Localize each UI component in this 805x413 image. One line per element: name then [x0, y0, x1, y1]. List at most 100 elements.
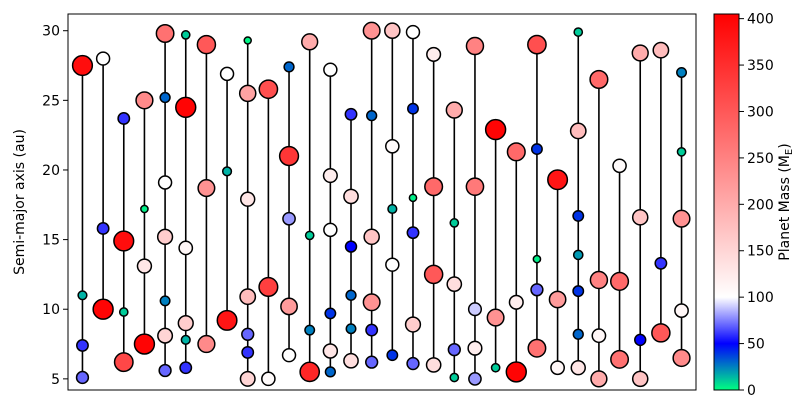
- planet-point: [197, 179, 216, 198]
- planet-point: [672, 209, 691, 228]
- colorbar-tick-label: 250: [747, 151, 774, 167]
- planet-point: [196, 34, 217, 55]
- planet-point: [133, 333, 156, 355]
- planet-point: [136, 258, 153, 274]
- planet-point: [426, 46, 442, 62]
- planet-point: [365, 323, 379, 337]
- planet-point: [280, 297, 298, 316]
- colorbar-tick-label: 100: [747, 290, 774, 306]
- planet-point: [547, 169, 569, 191]
- planet-point: [304, 324, 316, 336]
- planet-point: [505, 361, 527, 383]
- planet-point: [258, 79, 279, 100]
- planet-point: [239, 370, 256, 387]
- plot-frame: [67, 13, 697, 391]
- planet-point: [155, 24, 175, 43]
- planet-point: [490, 362, 501, 373]
- planet-point: [423, 264, 444, 285]
- colorbar-label-sub: E: [784, 149, 795, 155]
- planet-point: [365, 355, 379, 369]
- planet-point: [96, 222, 110, 235]
- planet-point: [324, 307, 337, 320]
- colorbar-ticks: 0 50 100 150 200 250 300 350 400: [739, 12, 774, 399]
- planet-point: [261, 371, 276, 387]
- planet-point: [362, 293, 381, 312]
- planet-point: [71, 54, 94, 77]
- planet-point: [591, 328, 607, 344]
- planet-point: [590, 370, 608, 388]
- y-tick-label: 25: [42, 93, 60, 109]
- planet-point: [322, 343, 339, 359]
- planet-point: [425, 357, 442, 373]
- planet-point: [404, 316, 422, 333]
- planet-point: [178, 240, 194, 256]
- planet-point: [75, 370, 90, 385]
- planet-point: [569, 122, 587, 140]
- planet-point: [447, 342, 461, 357]
- planet-point: [446, 276, 463, 293]
- planet-point: [324, 366, 337, 378]
- planet-point: [631, 44, 649, 62]
- planet-point: [385, 257, 400, 272]
- colorbar-tick-label: 150: [747, 244, 774, 260]
- planet-point: [77, 290, 88, 301]
- planet-point: [589, 270, 609, 290]
- y-tick-label: 10: [42, 302, 60, 318]
- planet-point: [281, 347, 297, 363]
- planet-point: [241, 327, 255, 341]
- planet-point: [384, 22, 401, 39]
- planet-point: [239, 288, 257, 306]
- planet-point: [572, 249, 584, 261]
- y-tick-label: 15: [42, 233, 60, 249]
- y-axis: 5 10 15 20 25 30: [42, 24, 68, 388]
- planet-point: [157, 175, 173, 190]
- planet-point: [631, 209, 649, 226]
- planet-point: [387, 203, 398, 215]
- planet-point: [532, 254, 542, 264]
- planet-point: [299, 361, 321, 383]
- planet-point: [631, 370, 649, 388]
- colorbar-label: Planet Mass (ME): [777, 143, 795, 260]
- planet-point: [322, 167, 338, 184]
- planet-point: [343, 188, 359, 205]
- planet-point: [76, 338, 89, 352]
- planet-point: [609, 271, 630, 291]
- planet-point: [634, 333, 647, 347]
- planet-point: [366, 110, 378, 122]
- planet-point: [177, 315, 194, 332]
- planet-point: [449, 218, 460, 228]
- planet-point: [345, 289, 357, 301]
- planet-point: [610, 349, 630, 369]
- planet-point: [572, 285, 585, 298]
- planet-point: [157, 327, 174, 344]
- planet-point: [140, 204, 149, 214]
- planet-point: [344, 107, 358, 121]
- colorbar-tick-label: 50: [747, 337, 765, 353]
- colorbar-label-close: ): [777, 143, 793, 148]
- planet-point: [344, 240, 358, 253]
- planet-point: [179, 361, 193, 375]
- planet-point: [407, 102, 419, 115]
- planet-point: [572, 209, 585, 222]
- planet-point: [135, 91, 154, 110]
- planet-point: [113, 230, 135, 252]
- planet-point: [159, 295, 171, 307]
- planet-point: [467, 302, 483, 317]
- planet-point: [570, 360, 586, 376]
- planet-point: [219, 66, 235, 82]
- colorbar-tick-label: 350: [747, 58, 774, 74]
- planet-point: [484, 118, 507, 141]
- planet-point: [175, 96, 197, 119]
- planet-point: [508, 294, 524, 310]
- colorbar-tick-label: 300: [747, 104, 774, 120]
- y-tick-label: 20: [42, 163, 60, 179]
- planet-points: [71, 21, 691, 388]
- planet-point: [408, 193, 418, 203]
- planet-point: [323, 222, 338, 238]
- planet-point: [92, 298, 114, 320]
- planet-point: [158, 363, 172, 378]
- planet-point: [486, 308, 505, 327]
- planet-point: [530, 283, 544, 297]
- planet-point: [550, 360, 565, 376]
- planet-point: [221, 166, 233, 177]
